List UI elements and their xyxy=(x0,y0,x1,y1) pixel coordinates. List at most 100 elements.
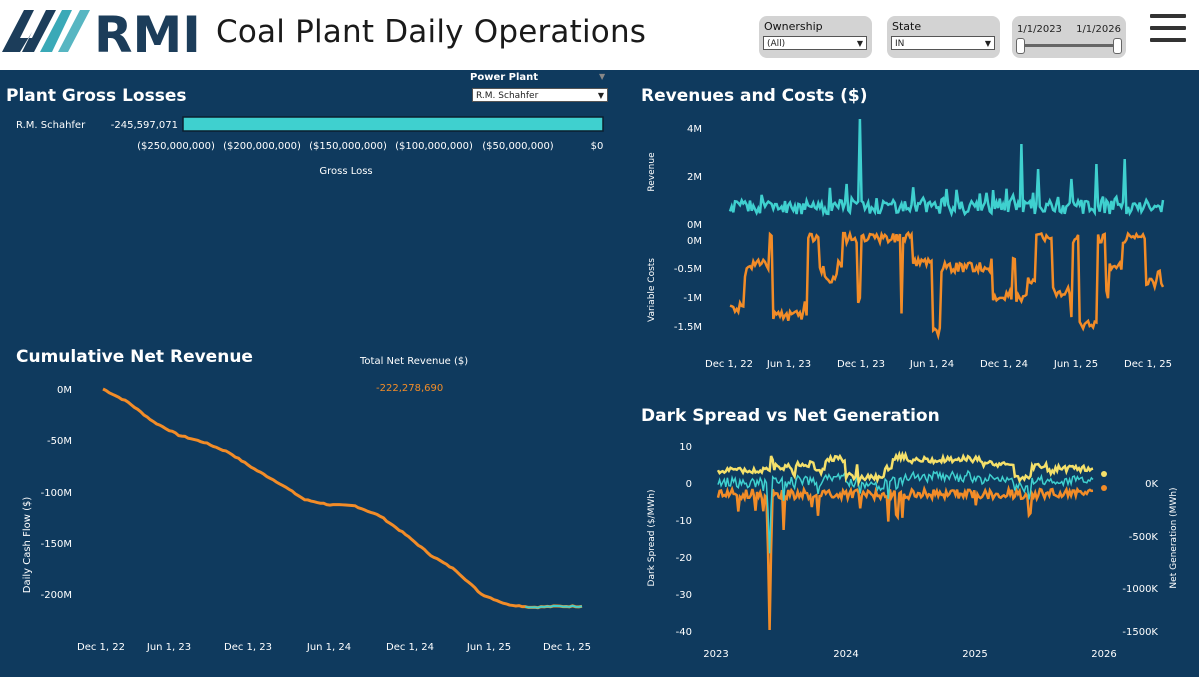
logo-chevron-1 xyxy=(2,10,56,52)
cumulative-x-tick: Jun 1, 25 xyxy=(466,642,511,653)
revenue-y-tick: 4M xyxy=(687,124,702,135)
revenue-x-tick: Dec 1, 22 xyxy=(705,359,753,370)
cumulative-x-tick: Jun 1, 24 xyxy=(306,642,351,653)
gross-loss-tick-label: ($150,000,000) xyxy=(309,141,387,152)
net-generation-y-tick: -1500K xyxy=(1122,627,1158,638)
cumulative-chart: Daily Cash Flow ($) 0M -50M -100M -150M -200… xyxy=(22,385,591,653)
power-plant-select[interactable]: R.M. Schahfer ▼ xyxy=(472,88,608,102)
gross-loss-tick-label: ($50,000,000) xyxy=(482,141,554,152)
net-generation-y-tick: 0K xyxy=(1145,479,1158,490)
cumulative-x-tick: Dec 1, 24 xyxy=(386,642,434,653)
legend-dot-orange xyxy=(1101,485,1107,491)
gross-loss-tick-label: ($250,000,000) xyxy=(137,141,215,152)
date-range-end: 1/1/2026 xyxy=(1076,24,1121,35)
cost-y-tick: -1M xyxy=(683,293,702,304)
dark-spread-x-tick: 2025 xyxy=(962,649,987,660)
gross-losses-chart: R.M. Schahfer -245,597,071 ($250,000,000… xyxy=(16,116,604,177)
date-range-start-handle[interactable] xyxy=(1016,38,1025,54)
cumulative-y-tick: -100M xyxy=(41,488,72,499)
cumulative-x-tick: Dec 1, 23 xyxy=(224,642,272,653)
chevron-down-icon: ▼ xyxy=(597,91,604,100)
state-select[interactable]: IN ▼ xyxy=(891,36,995,50)
ownership-select[interactable]: (All) ▼ xyxy=(763,36,867,50)
ownership-label: Ownership xyxy=(764,20,823,33)
cumulative-x-tick: Dec 1, 22 xyxy=(77,642,125,653)
chevron-down-icon: ▼ xyxy=(856,39,863,48)
dark-spread-y-tick: -40 xyxy=(676,627,692,638)
dark-spread-y-tick: -30 xyxy=(676,590,692,601)
gross-loss-bar[interactable] xyxy=(182,116,604,132)
revenue-x-tick: Jun 1, 25 xyxy=(1053,359,1098,370)
gross-loss-tick-label: $0 xyxy=(591,141,604,152)
dark-spread-y-tick: 10 xyxy=(679,442,692,453)
dark-spread-title: Dark Spread vs Net Generation xyxy=(641,406,940,426)
logo-chevron-3 xyxy=(58,10,90,52)
bar-category-label: R.M. Schahfer xyxy=(16,120,86,131)
logo-chevron-2 xyxy=(40,10,72,52)
power-plant-value: R.M. Schahfer xyxy=(476,91,539,101)
ownership-value: (All) xyxy=(767,39,786,49)
cost-y-tick: -0.5M xyxy=(674,264,702,275)
state-label: State xyxy=(892,20,922,33)
state-value: IN xyxy=(895,39,905,49)
chevron-down-icon: ▼ xyxy=(984,39,991,48)
cumulative-ylabel: Daily Cash Flow ($) xyxy=(22,497,33,594)
cumulative-x-tick: Jun 1, 23 xyxy=(146,642,191,653)
date-range-end-handle[interactable] xyxy=(1113,38,1122,54)
cumulative-title: Cumulative Net Revenue xyxy=(16,347,253,367)
dark-spread-chart: Dark Spread ($/MWh) Net Generation (MWh)… xyxy=(647,442,1179,660)
page-title: Coal Plant Daily Operations xyxy=(216,14,647,50)
cumulative-line[interactable] xyxy=(102,387,583,610)
cumulative-line-tail[interactable] xyxy=(525,604,583,609)
total-net-revenue-value: -222,278,690 xyxy=(376,383,444,394)
revenue-y-tick: 0M xyxy=(687,220,702,231)
revenue-y-tick: 2M xyxy=(687,172,702,183)
gross-loss-axis-title: Gross Loss xyxy=(319,166,372,177)
dark-spread-y-tick: -20 xyxy=(676,553,692,564)
gross-loss-tick-label: ($100,000,000) xyxy=(395,141,473,152)
variable-cost-line[interactable] xyxy=(729,229,1165,341)
state-filter: State IN ▼ xyxy=(887,16,1000,58)
revenue-x-tick: Dec 1, 24 xyxy=(980,359,1028,370)
net-generation-y-tick: -1000K xyxy=(1122,584,1158,595)
dark-spread-teal-line[interactable] xyxy=(717,469,1094,554)
cumulative-y-tick: -200M xyxy=(41,590,72,601)
gross-losses-title: Plant Gross Losses xyxy=(6,86,187,106)
date-range-start: 1/1/2023 xyxy=(1017,24,1062,35)
total-net-revenue-label: Total Net Revenue ($) xyxy=(360,356,469,367)
dark-spread-x-tick: 2024 xyxy=(833,649,858,660)
date-range-filter: 1/1/2023 1/1/2026 xyxy=(1012,16,1126,58)
dark-spread-ylabel: Dark Spread ($/MWh) xyxy=(647,490,657,587)
hamburger-icon[interactable] xyxy=(1150,14,1186,42)
dark-spread-y-tick: 0 xyxy=(686,479,692,490)
cost-y-tick: -1.5M xyxy=(674,322,702,333)
dashboard xyxy=(0,70,1199,677)
legend-dot-yellow xyxy=(1101,471,1107,477)
cumulative-y-tick: -150M xyxy=(41,539,72,550)
cost-y-tick: 0M xyxy=(687,236,702,247)
header: RMI Coal Plant Daily Operations Ownershi… xyxy=(0,0,1199,70)
cumulative-y-tick: -50M xyxy=(47,436,72,447)
dark-spread-x-tick: 2023 xyxy=(703,649,728,660)
dark-spread-line[interactable] xyxy=(716,484,1094,631)
rev-costs-title: Revenues and Costs ($) xyxy=(641,86,868,106)
bar-value-label: -245,597,071 xyxy=(111,120,178,131)
cumulative-x-tick: Dec 1, 25 xyxy=(543,642,591,653)
ownership-filter: Ownership (All) ▼ xyxy=(759,16,872,58)
power-plant-filter-icon[interactable]: ▼ xyxy=(599,72,606,81)
rmi-logo[interactable]: RMI xyxy=(2,2,202,58)
dark-spread-x-tick: 2026 xyxy=(1091,649,1116,660)
dark-spread-y-tick: -10 xyxy=(676,516,692,527)
power-plant-label: Power Plant xyxy=(470,72,539,83)
cost-ylabel: Variable Costs xyxy=(647,258,657,322)
cumulative-y-tick: 0M xyxy=(57,385,72,396)
date-range-track[interactable] xyxy=(1020,44,1118,47)
revenue-x-tick: Dec 1, 23 xyxy=(837,359,885,370)
net-generation-line[interactable] xyxy=(716,450,1094,488)
revenue-x-tick: Jun 1, 24 xyxy=(909,359,954,370)
gross-loss-tick-label: ($200,000,000) xyxy=(223,141,301,152)
revenue-ylabel: Revenue xyxy=(647,152,657,192)
net-generation-y-tick: -500K xyxy=(1129,532,1159,543)
revenue-line[interactable] xyxy=(728,118,1165,218)
revenue-x-tick: Jun 1, 23 xyxy=(766,359,811,370)
